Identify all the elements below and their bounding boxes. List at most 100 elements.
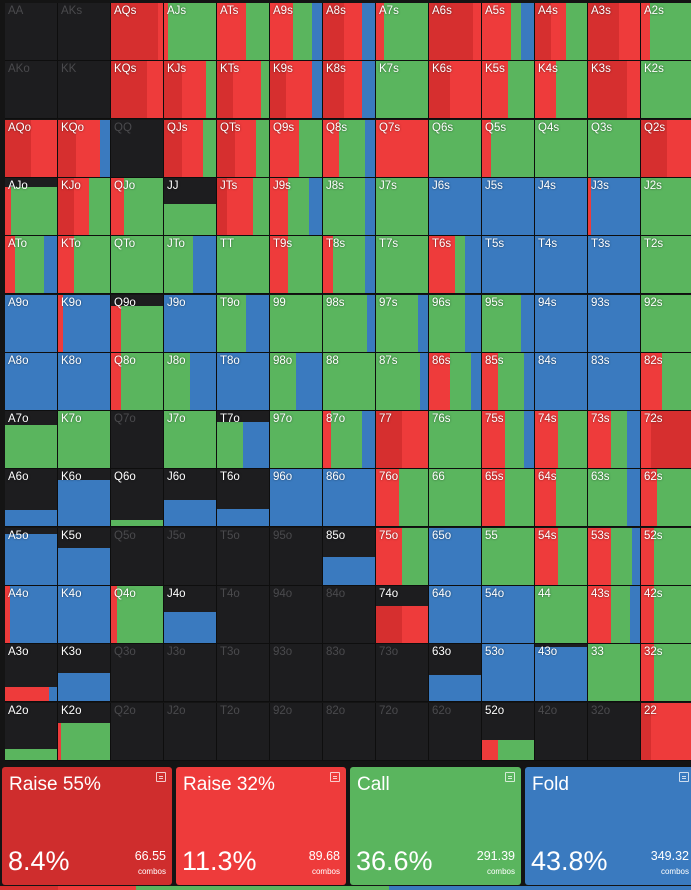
- hand-cell-77[interactable]: 77: [376, 411, 429, 469]
- hand-cell-q5o[interactable]: Q5o: [111, 528, 164, 586]
- hand-cell-j9o[interactable]: J9o: [164, 295, 217, 353]
- hand-cell-q3o[interactable]: Q3o: [111, 644, 164, 702]
- hand-cell-52o[interactable]: 52o: [482, 703, 535, 761]
- hand-cell-j6s[interactable]: J6s: [429, 178, 482, 236]
- list-icon[interactable]: [156, 772, 166, 782]
- hand-cell-a4o[interactable]: A4o: [5, 586, 58, 644]
- list-icon[interactable]: [679, 772, 689, 782]
- hand-cell-83o[interactable]: 83o: [323, 644, 376, 702]
- hand-cell-a9s[interactable]: A9s: [270, 3, 323, 61]
- hand-cell-jts[interactable]: JTs: [217, 178, 270, 236]
- hand-cell-86o[interactable]: 86o: [323, 469, 376, 527]
- hand-cell-q5s[interactable]: Q5s: [482, 120, 535, 178]
- hand-cell-k4o[interactable]: K4o: [58, 586, 111, 644]
- hand-cell-84o[interactable]: 84o: [323, 586, 376, 644]
- hand-cell-98o[interactable]: 98o: [270, 353, 323, 411]
- hand-cell-92s[interactable]: 92s: [641, 295, 691, 353]
- hand-cell-k3s[interactable]: K3s: [588, 61, 641, 119]
- hand-cell-j4s[interactable]: J4s: [535, 178, 588, 236]
- hand-cell-65o[interactable]: 65o: [429, 528, 482, 586]
- hand-cell-a4s[interactable]: A4s: [535, 3, 588, 61]
- hand-cell-j9s[interactable]: J9s: [270, 178, 323, 236]
- hand-cell-q7s[interactable]: Q7s: [376, 120, 429, 178]
- hand-cell-j3s[interactable]: J3s: [588, 178, 641, 236]
- hand-cell-76s[interactable]: 76s: [429, 411, 482, 469]
- hand-cell-k5o[interactable]: K5o: [58, 528, 111, 586]
- hand-cell-72o[interactable]: 72o: [376, 703, 429, 761]
- hand-cell-95s[interactable]: 95s: [482, 295, 535, 353]
- hand-cell-q8s[interactable]: Q8s: [323, 120, 376, 178]
- hand-cell-qjs[interactable]: QJs: [164, 120, 217, 178]
- hand-cell-75o[interactable]: 75o: [376, 528, 429, 586]
- hand-cell-q6s[interactable]: Q6s: [429, 120, 482, 178]
- hand-cell-kts[interactable]: KTs: [217, 61, 270, 119]
- hand-cell-94s[interactable]: 94s: [535, 295, 588, 353]
- hand-cell-q4o[interactable]: Q4o: [111, 586, 164, 644]
- hand-cell-62s[interactable]: 62s: [641, 469, 691, 527]
- hand-cell-98s[interactable]: 98s: [323, 295, 376, 353]
- hand-cell-ats[interactable]: ATs: [217, 3, 270, 61]
- hand-cell-64o[interactable]: 64o: [429, 586, 482, 644]
- hand-cell-33[interactable]: 33: [588, 644, 641, 702]
- hand-cell-96o[interactable]: 96o: [270, 469, 323, 527]
- hand-cell-73s[interactable]: 73s: [588, 411, 641, 469]
- hand-cell-85o[interactable]: 85o: [323, 528, 376, 586]
- hand-cell-jj[interactable]: JJ: [164, 178, 217, 236]
- hand-cell-t8s[interactable]: T8s: [323, 236, 376, 294]
- hand-cell-k8s[interactable]: K8s: [323, 61, 376, 119]
- hand-cell-88[interactable]: 88: [323, 353, 376, 411]
- hand-cell-22[interactable]: 22: [641, 703, 691, 761]
- hand-cell-87o[interactable]: 87o: [323, 411, 376, 469]
- hand-cell-a7o[interactable]: A7o: [5, 411, 58, 469]
- action-panel-call[interactable]: Call 36.6% 291.39 combos: [350, 767, 521, 885]
- hand-cell-aqo[interactable]: AQo: [5, 120, 58, 178]
- hand-cell-a5s[interactable]: A5s: [482, 3, 535, 61]
- hand-cell-54s[interactable]: 54s: [535, 528, 588, 586]
- hand-cell-97o[interactable]: 97o: [270, 411, 323, 469]
- hand-cell-qto[interactable]: QTo: [111, 236, 164, 294]
- hand-cell-a8o[interactable]: A8o: [5, 353, 58, 411]
- hand-cell-j5s[interactable]: J5s: [482, 178, 535, 236]
- hand-cell-53o[interactable]: 53o: [482, 644, 535, 702]
- hand-cell-tt[interactable]: TT: [217, 236, 270, 294]
- hand-cell-62o[interactable]: 62o: [429, 703, 482, 761]
- hand-cell-93s[interactable]: 93s: [588, 295, 641, 353]
- hand-cell-97s[interactable]: 97s: [376, 295, 429, 353]
- hand-cell-k7o[interactable]: K7o: [58, 411, 111, 469]
- hand-cell-44[interactable]: 44: [535, 586, 588, 644]
- hand-cell-t4o[interactable]: T4o: [217, 586, 270, 644]
- hand-cell-q9o[interactable]: Q9o: [111, 295, 164, 353]
- hand-cell-q3s[interactable]: Q3s: [588, 120, 641, 178]
- hand-cell-82s[interactable]: 82s: [641, 353, 691, 411]
- hand-cell-a2s[interactable]: A2s: [641, 3, 691, 61]
- hand-cell-k9o[interactable]: K9o: [58, 295, 111, 353]
- hand-cell-kjs[interactable]: KJs: [164, 61, 217, 119]
- hand-cell-j7s[interactable]: J7s: [376, 178, 429, 236]
- hand-cell-k5s[interactable]: K5s: [482, 61, 535, 119]
- hand-cell-q2s[interactable]: Q2s: [641, 120, 691, 178]
- hand-cell-j2s[interactable]: J2s: [641, 178, 691, 236]
- list-icon[interactable]: [505, 772, 515, 782]
- hand-cell-t9s[interactable]: T9s: [270, 236, 323, 294]
- hand-cell-85s[interactable]: 85s: [482, 353, 535, 411]
- hand-cell-t2s[interactable]: T2s: [641, 236, 691, 294]
- hand-cell-99[interactable]: 99: [270, 295, 323, 353]
- hand-cell-j8s[interactable]: J8s: [323, 178, 376, 236]
- hand-cell-95o[interactable]: 95o: [270, 528, 323, 586]
- hand-cell-t3o[interactable]: T3o: [217, 644, 270, 702]
- hand-cell-84s[interactable]: 84s: [535, 353, 588, 411]
- hand-cell-63s[interactable]: 63s: [588, 469, 641, 527]
- hand-cell-63o[interactable]: 63o: [429, 644, 482, 702]
- hand-cell-76o[interactable]: 76o: [376, 469, 429, 527]
- hand-cell-92o[interactable]: 92o: [270, 703, 323, 761]
- hand-cell-43s[interactable]: 43s: [588, 586, 641, 644]
- hand-cell-t6o[interactable]: T6o: [217, 469, 270, 527]
- hand-cell-a3s[interactable]: A3s: [588, 3, 641, 61]
- hand-cell-j7o[interactable]: J7o: [164, 411, 217, 469]
- hand-cell-qts[interactable]: QTs: [217, 120, 270, 178]
- hand-cell-k9s[interactable]: K9s: [270, 61, 323, 119]
- hand-cell-74o[interactable]: 74o: [376, 586, 429, 644]
- hand-cell-q2o[interactable]: Q2o: [111, 703, 164, 761]
- hand-cell-qjo[interactable]: QJo: [111, 178, 164, 236]
- hand-cell-k2o[interactable]: K2o: [58, 703, 111, 761]
